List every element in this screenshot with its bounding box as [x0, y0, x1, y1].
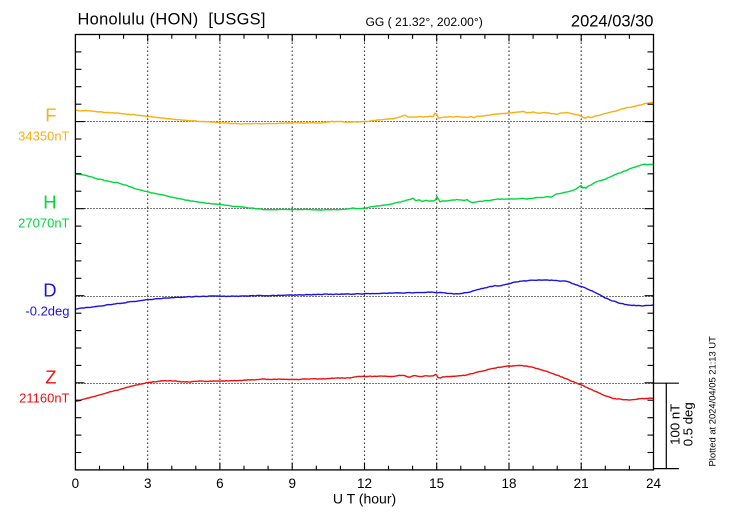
svg-text:34350nT: 34350nT [18, 128, 69, 143]
svg-text:Honolulu (HON) [USGS]: Honolulu (HON) [USGS] [78, 11, 266, 29]
svg-text:27070nT: 27070nT [18, 215, 69, 230]
svg-text:0: 0 [72, 476, 80, 491]
svg-text:3: 3 [144, 476, 152, 491]
svg-text:GG ( 21.32°, 202.00°): GG ( 21.32°, 202.00°) [366, 15, 483, 29]
svg-text:Z: Z [45, 367, 56, 388]
svg-text:24: 24 [646, 476, 662, 491]
svg-text:9: 9 [288, 476, 296, 491]
svg-text:18: 18 [501, 476, 516, 491]
svg-text:H: H [43, 192, 56, 213]
svg-text:D: D [43, 280, 56, 301]
svg-text:U T (hour): U T (hour) [333, 490, 396, 506]
svg-text:100 nT: 100 nT [668, 404, 683, 445]
svg-text:21: 21 [574, 476, 589, 491]
svg-text:-0.2deg: -0.2deg [25, 303, 69, 318]
svg-text:2024/03/30: 2024/03/30 [571, 13, 654, 31]
svg-text:6: 6 [216, 476, 224, 491]
svg-text:F: F [45, 105, 56, 126]
svg-text:12: 12 [357, 476, 372, 491]
svg-text:21160nT: 21160nT [19, 390, 69, 405]
svg-text:Plotted at 2024/04/05 21:13 UT: Plotted at 2024/04/05 21:13 UT [707, 336, 718, 467]
svg-text:15: 15 [429, 476, 444, 491]
svg-text:0.5 deg: 0.5 deg [680, 402, 695, 446]
